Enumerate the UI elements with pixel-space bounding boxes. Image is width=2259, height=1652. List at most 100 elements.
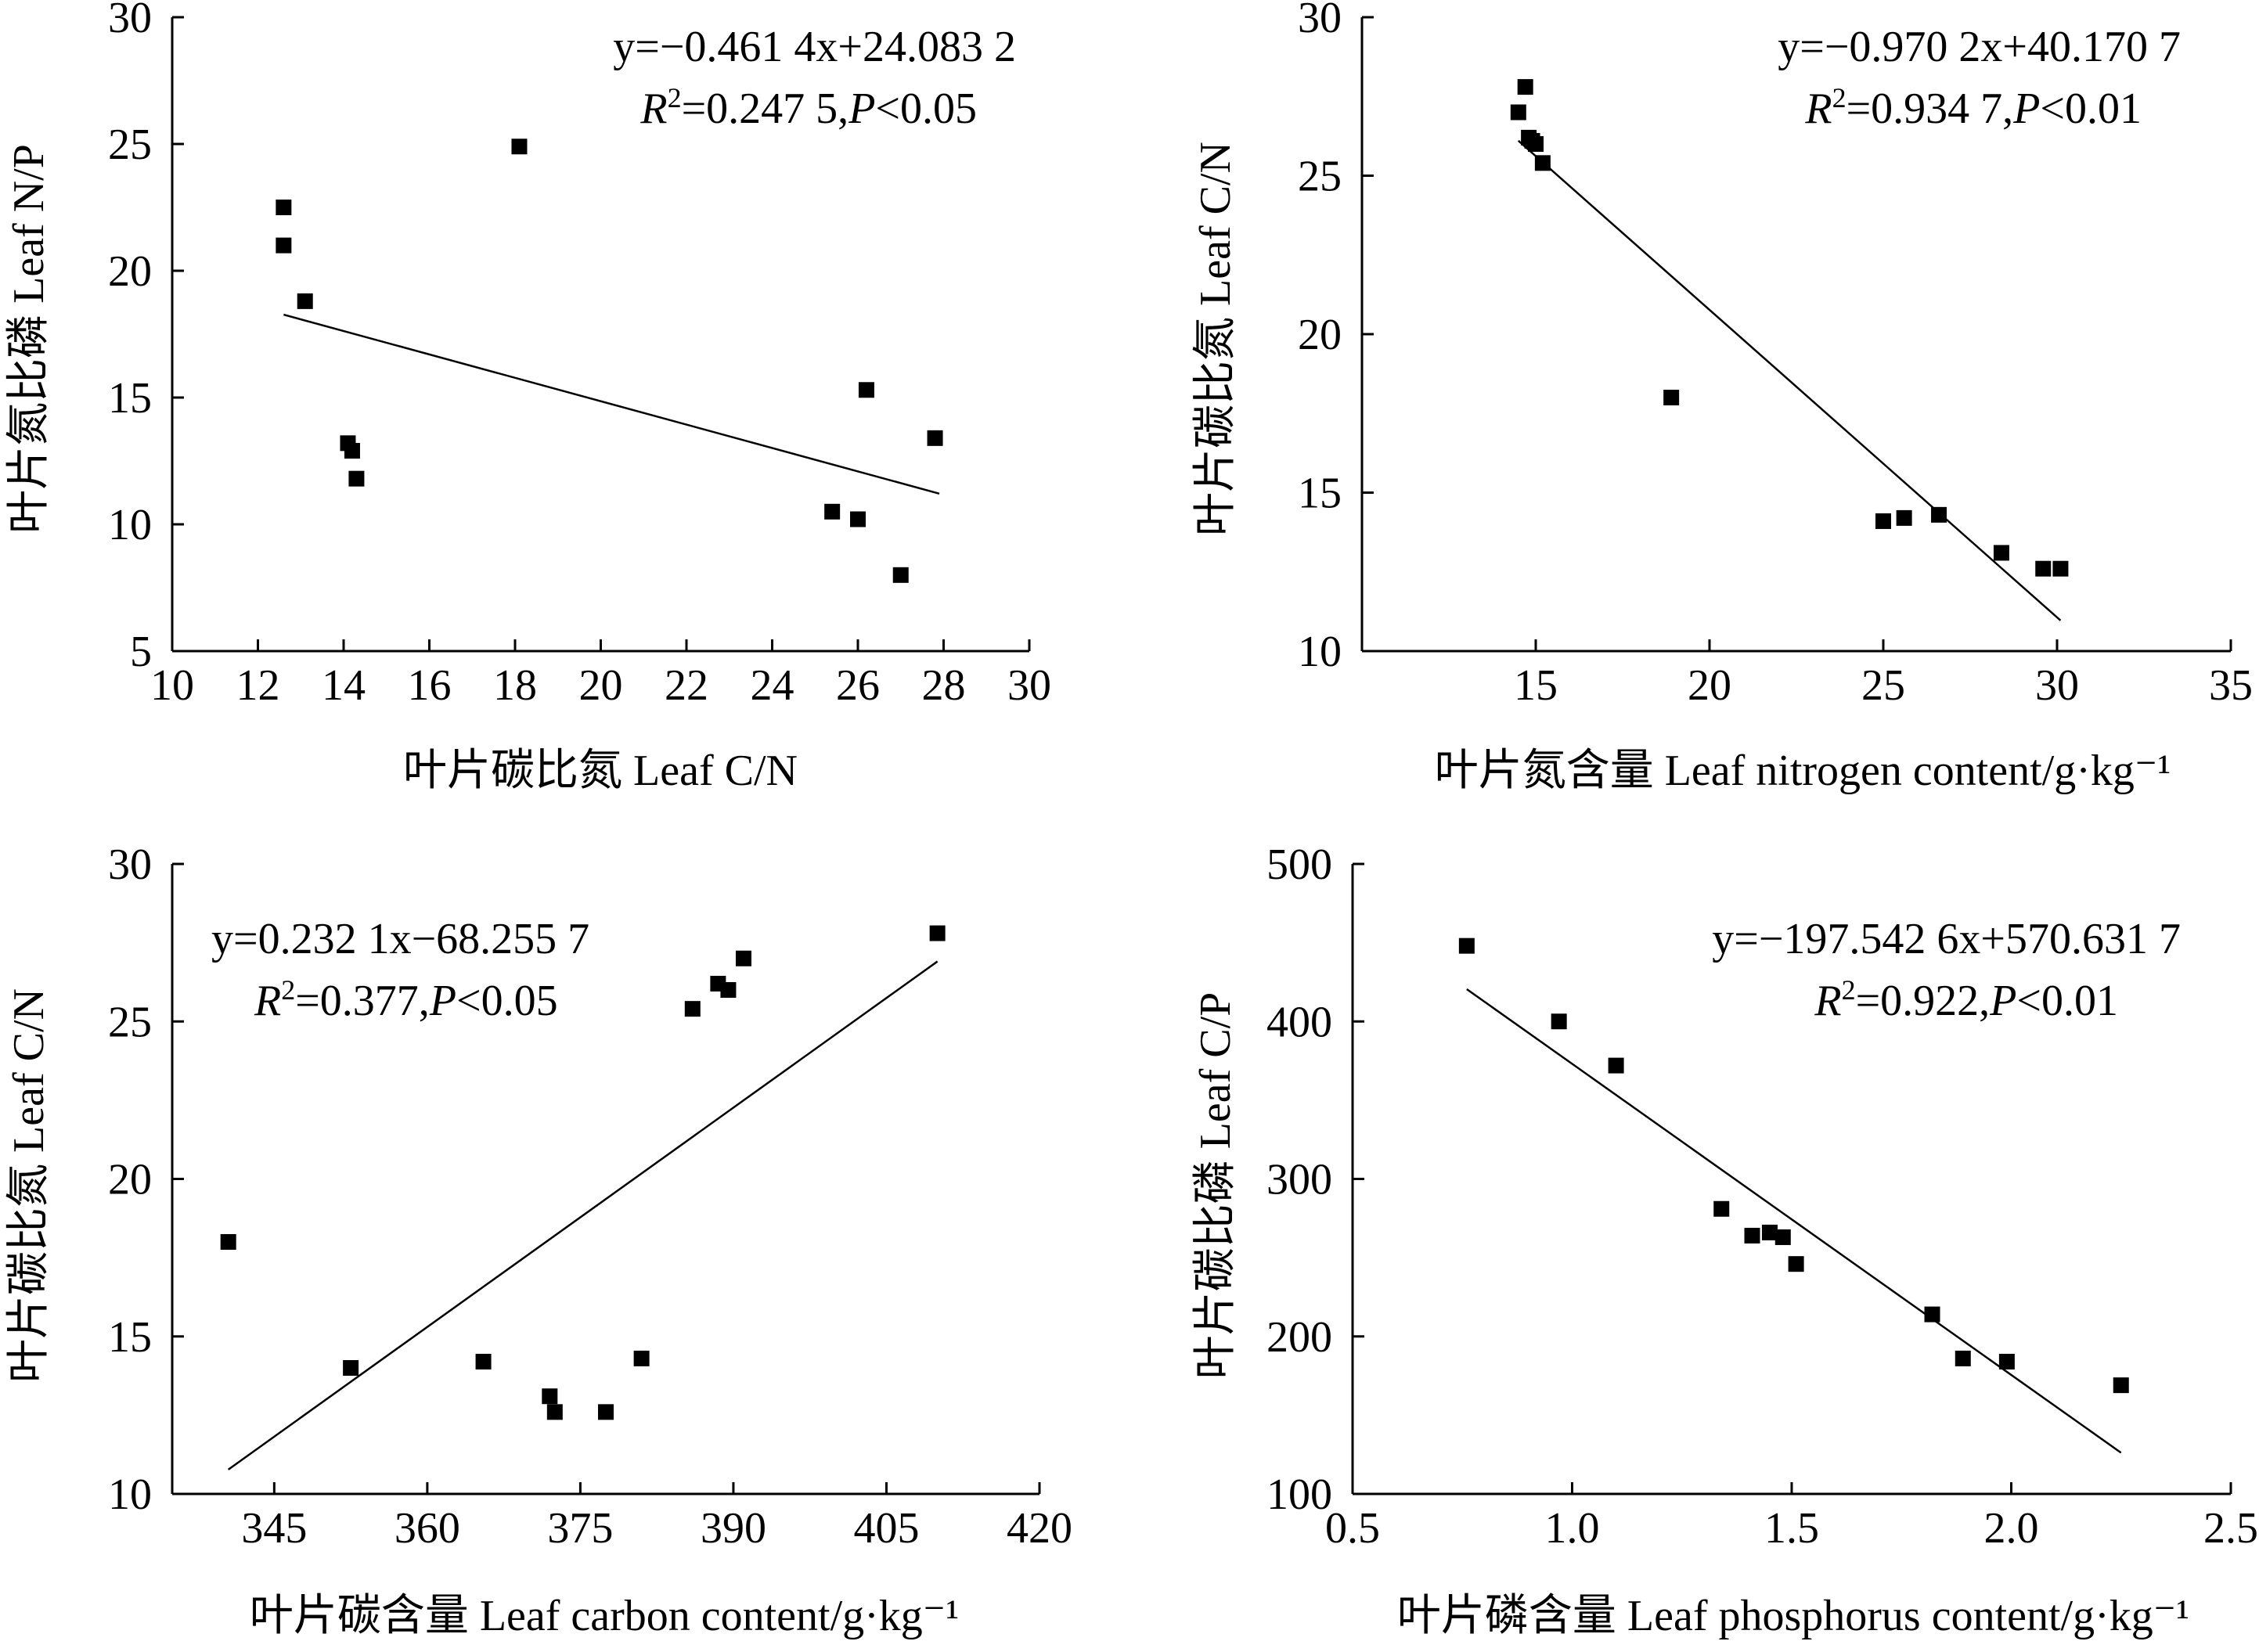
data-point <box>633 1350 650 1366</box>
data-point <box>1875 513 1891 529</box>
r-squared-exponent: 2 <box>1842 974 1856 1006</box>
r2-value: =0.377, <box>295 977 430 1025</box>
r2-label: R2=0.377,P<0.05 <box>254 974 558 1025</box>
y-tick-label: 15 <box>1298 470 1342 518</box>
plot-marks: 345 360 375 390 405 420 10 15 20 25 30 <box>108 840 1072 1553</box>
y-tick-label: 15 <box>108 374 152 423</box>
y-tick-label: 30 <box>108 0 152 42</box>
data-point <box>1896 509 1912 526</box>
equation-label: y=−0.461 4x+24.083 2 <box>613 23 1016 71</box>
x-axis-label: 叶片磷含量 Leaf phosphorus content/g·kg⁻¹ <box>1397 1592 2189 1640</box>
data-point <box>220 1234 236 1250</box>
x-tick-label: 24 <box>751 661 794 710</box>
y-tick-label: 500 <box>1266 840 1332 889</box>
y-tick-label: 100 <box>1266 1470 1332 1519</box>
plot-marks: 0.5 1.0 1.5 2.0 2.5 100 200 300 400 500 <box>1266 840 2258 1553</box>
x-tick-label: 35 <box>2209 661 2253 710</box>
data-point <box>511 139 528 155</box>
data-point <box>1744 1227 1760 1243</box>
y-tick-label: 15 <box>108 1313 152 1362</box>
data-point <box>1510 104 1526 121</box>
data-point <box>1517 79 1533 95</box>
data-point <box>850 511 866 527</box>
y-tick-label: 30 <box>1298 0 1342 42</box>
data-point <box>1551 1013 1567 1030</box>
r-symbol: R <box>1814 977 1841 1025</box>
x-tick-label: 18 <box>493 661 537 710</box>
x-tick-label: 2.0 <box>1984 1504 2039 1553</box>
x-tick-label: 390 <box>701 1504 766 1553</box>
data-point <box>892 567 909 583</box>
equation-label: y=−0.970 2x+40.170 7 <box>1778 23 2181 71</box>
regression-line <box>227 960 939 1470</box>
data-point <box>720 982 737 998</box>
x-tick-label: 20 <box>579 661 623 710</box>
data-point <box>684 1001 701 1017</box>
data-point <box>2052 560 2069 577</box>
x-tick-label: 2.5 <box>2203 1504 2258 1553</box>
x-tick-label: 0.5 <box>1325 1504 1380 1553</box>
r2-label: R2=0.934 7,P<0.01 <box>1804 82 2142 133</box>
data-point <box>1955 1350 1971 1366</box>
regression-line <box>1466 988 2122 1454</box>
data-point <box>2035 560 2052 577</box>
data-point <box>542 1388 558 1405</box>
data-point <box>546 1404 563 1420</box>
x-tick-label: 25 <box>1861 661 1905 710</box>
y-tick-label: 25 <box>1298 153 1342 201</box>
data-point <box>297 293 313 309</box>
data-point <box>1761 1224 1778 1240</box>
data-point <box>344 443 360 459</box>
x-tick-label: 28 <box>922 661 966 710</box>
x-axis-label: 叶片氮含量 Leaf nitrogen content/g·kg⁻¹ <box>1435 747 2171 795</box>
data-point <box>1608 1057 1624 1074</box>
y-tick-label: 30 <box>108 840 152 889</box>
y-tick-label: 20 <box>108 247 152 296</box>
data-point <box>276 237 292 254</box>
x-tick-label: 15 <box>1514 661 1558 710</box>
r-symbol: R <box>254 977 281 1025</box>
x-tick-label: 345 <box>241 1504 307 1553</box>
r2-value: =0.247 5, <box>682 85 849 133</box>
data-point <box>1663 390 1680 405</box>
r2-label: R2=0.247 5,P<0.05 <box>640 82 977 133</box>
data-point <box>343 1360 359 1376</box>
data-point <box>348 470 365 487</box>
y-tick-label: 5 <box>130 628 152 676</box>
data-point <box>1458 938 1475 954</box>
p-value: <0.05 <box>875 85 977 133</box>
p-symbol: P <box>1989 977 2016 1025</box>
data-point <box>475 1353 492 1369</box>
data-point <box>735 950 751 966</box>
x-tick-label: 26 <box>836 661 880 710</box>
r2-label: R2=0.922,P<0.01 <box>1814 974 2118 1025</box>
equation-label: y=0.232 1x−68.255 7 <box>211 915 589 963</box>
x-axis-label: 叶片碳比氮 Leaf C/N <box>403 747 798 795</box>
data-point <box>598 1404 614 1420</box>
r-squared-exponent: 2 <box>1832 82 1846 113</box>
x-tick-label: 360 <box>395 1504 460 1553</box>
p-symbol: P <box>2012 85 2040 133</box>
x-tick-label: 375 <box>547 1504 613 1553</box>
data-point <box>1993 545 2009 561</box>
equation-label: y=−197.542 6x+570.631 7 <box>1712 915 2181 963</box>
y-axis-label: 叶片碳比磷 Leaf C/P <box>1191 992 1240 1380</box>
x-tick-label: 405 <box>853 1504 919 1553</box>
x-tick-label: 22 <box>665 661 708 710</box>
y-tick-label: 200 <box>1266 1313 1332 1362</box>
chart-panel-n-vs-cn: 15 20 25 30 35 10 15 20 25 30 y=−0.970 2x+40.170 … <box>1191 0 2253 795</box>
y-axis-label: 叶片氮比磷 Leaf N/P <box>5 144 53 534</box>
r-squared-exponent: 2 <box>668 82 682 113</box>
data-point <box>929 925 946 941</box>
data-point <box>1924 1306 1940 1323</box>
x-tick-label: 10 <box>150 661 194 710</box>
r-symbol: R <box>1804 85 1832 133</box>
r2-value: =0.922, <box>1856 977 1991 1025</box>
p-symbol: P <box>429 977 456 1025</box>
x-tick-label: 30 <box>1007 661 1051 710</box>
y-tick-label: 20 <box>1298 311 1342 359</box>
data-point <box>1774 1229 1791 1245</box>
y-axis-label: 叶片碳比氮 Leaf C/N <box>5 988 53 1383</box>
